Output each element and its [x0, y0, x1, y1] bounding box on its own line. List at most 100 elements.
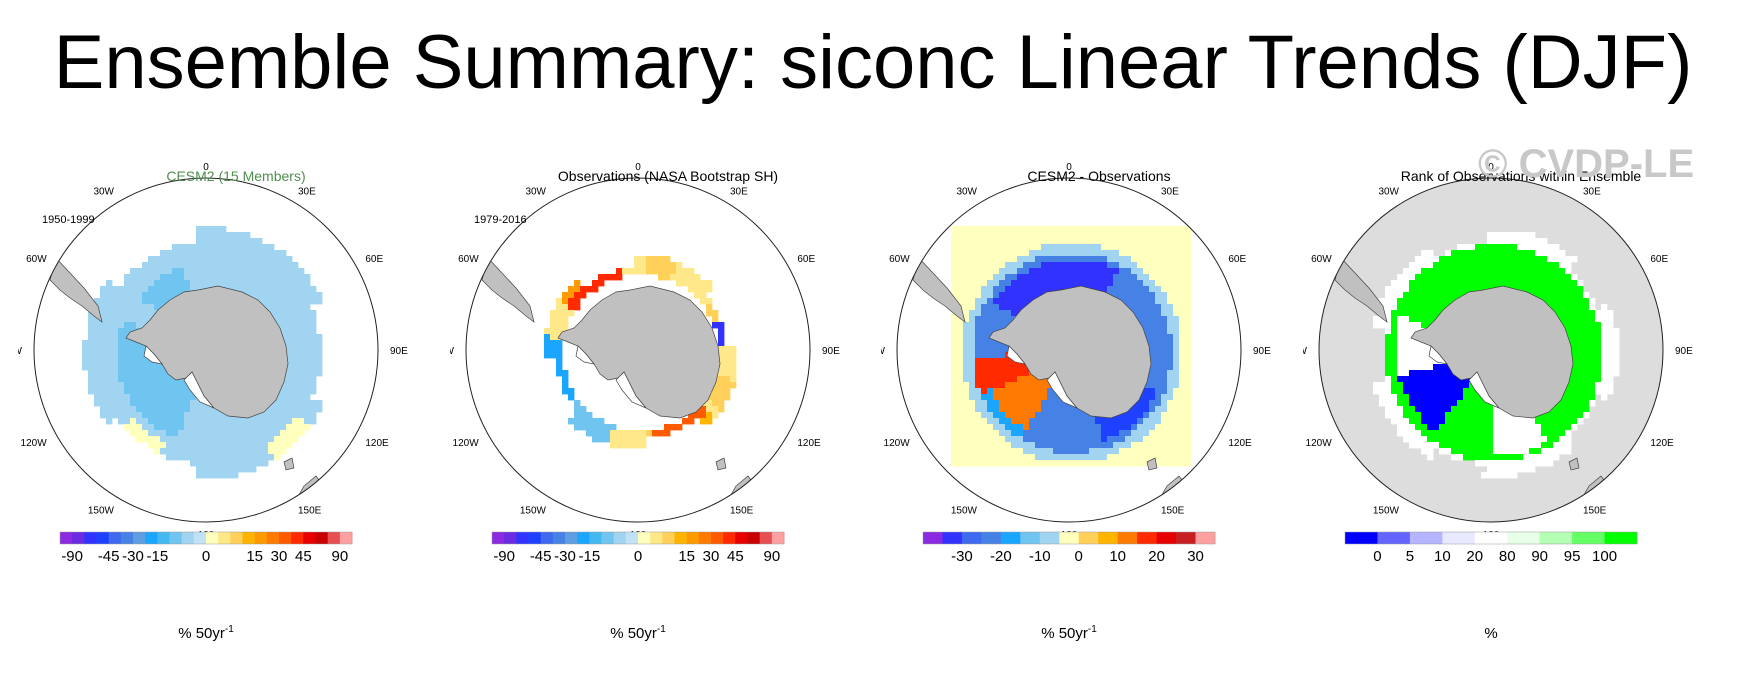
colorbar-swatch	[711, 532, 724, 544]
longitude-label: 0	[1488, 162, 1494, 173]
longitude-label: 60E	[365, 254, 383, 265]
colorbar-tick-label: 90	[763, 548, 780, 565]
colorbar-tick-label: 20	[1466, 548, 1483, 565]
colorbar-tick-label: -45	[530, 548, 552, 565]
colorbar-swatch	[84, 532, 97, 544]
panel-title: Rank of Observations within Ensemble	[1400, 168, 1642, 184]
colorbar-swatch	[242, 532, 256, 544]
period-label: 1979-2016	[474, 214, 527, 226]
colorbar-tick-label: 15	[678, 548, 695, 565]
map-border	[896, 177, 1242, 523]
colorbar-swatch	[1442, 532, 1476, 544]
longitude-label: 60E	[797, 254, 815, 265]
colorbar-swatch	[942, 532, 963, 544]
colorbar: -30 -20 -10 0 10 20 30	[922, 531, 1216, 565]
longitude-label: 60E	[1228, 254, 1246, 265]
longitude-label: 90W	[18, 346, 23, 357]
colorbar-tick-label: -30	[951, 548, 973, 565]
colorbar-swatch	[1176, 532, 1197, 544]
colorbar-tick-label: 0	[1075, 548, 1083, 565]
longitude-label: 30W	[93, 187, 114, 198]
longitude-label: 30W	[1378, 187, 1399, 198]
longitude-label: 90E	[822, 346, 840, 357]
longitude-label: 90W	[881, 346, 886, 357]
longitude-label: 120E	[1228, 438, 1252, 449]
colorbar-swatch	[315, 532, 329, 544]
colorbar-tick-label: 45	[727, 548, 744, 565]
panel-rank: 030E60E90E120E150E180150W120W90W60W30W05…	[1303, 160, 1739, 660]
colorbar-swatch	[723, 532, 736, 544]
colorbar-swatch	[638, 532, 651, 544]
colorbar-swatch	[1409, 532, 1443, 544]
colorbar-swatch	[504, 532, 517, 544]
colorbar-tick-label: -45	[98, 548, 120, 565]
colorbar-tick-label: 15	[246, 548, 263, 565]
colorbar-swatch	[1539, 532, 1573, 544]
colorbar: -90 -45 -30 -15 0 15 30 45 90	[491, 531, 785, 565]
colorbar-swatch	[981, 532, 1002, 544]
longitude-label: 30E	[1583, 187, 1601, 198]
colorbar-swatch	[60, 532, 73, 544]
colorbar-swatch	[193, 532, 207, 544]
colorbar-swatch	[157, 532, 170, 544]
colorbar-tick-label: 90	[1531, 548, 1548, 565]
map-border	[1318, 177, 1664, 523]
colorbar-swatch	[650, 532, 663, 544]
colorbar-swatch	[108, 532, 122, 544]
longitude-label: 30E	[298, 187, 316, 198]
panel-title: CESM2 - Observations	[1027, 168, 1171, 184]
longitude-label: 60W	[889, 254, 910, 265]
colorbar-swatch	[1117, 532, 1138, 544]
colorbar-tick-label: 0	[1373, 548, 1381, 565]
colorbar-swatch	[528, 532, 542, 544]
south-america-landmass	[481, 257, 535, 323]
colorbar-swatch	[1078, 532, 1099, 544]
longitude-label: 120W	[884, 438, 911, 449]
panel-difference: 030E60E90E120E150E180150W120W90W60W30W-3…	[881, 160, 1317, 660]
longitude-label: 150E	[1161, 505, 1185, 516]
colorbar-swatch	[1507, 532, 1541, 544]
colorbar-unit-label: % 50yr-1	[1041, 624, 1097, 642]
colorbar-tick-label: 10	[1434, 548, 1451, 565]
colorbar-tick-label: -30	[122, 548, 144, 565]
colorbar-tick-label: -90	[61, 548, 83, 565]
colorbar-swatch	[516, 532, 529, 544]
colorbar-swatch	[291, 532, 304, 544]
longitude-label: 90W	[1303, 346, 1308, 357]
south-america-landmass	[912, 257, 966, 323]
colorbar-swatch	[1098, 532, 1119, 544]
colorbar-swatch	[1345, 532, 1378, 544]
colorbar-tick-label: 95	[1564, 548, 1581, 565]
longitude-label: 150E	[298, 505, 322, 516]
longitude-label: 0	[203, 162, 209, 173]
colorbar-tick-label: 100	[1592, 548, 1617, 565]
colorbar-tick-label: 30	[703, 548, 720, 565]
colorbar-swatch	[339, 532, 353, 544]
colorbar-tick-label: 20	[1148, 548, 1165, 565]
south-america-landmass	[49, 257, 103, 323]
colorbar-unit-label: % 50yr-1	[178, 624, 234, 642]
longitude-label: 90E	[1253, 346, 1271, 357]
colorbar-swatch	[1474, 532, 1508, 544]
colorbar-swatch	[327, 532, 341, 544]
colorbar-swatch	[1195, 532, 1216, 544]
panel-cesm2: 030E60E90E120E150E180150W120W90W60W30W-9…	[18, 160, 454, 660]
map-border	[465, 177, 811, 523]
colorbar-tick-label: 80	[1499, 548, 1516, 565]
colorbar-swatch	[303, 532, 316, 544]
longitude-label: 120W	[1306, 438, 1333, 449]
colorbar-swatch	[254, 532, 268, 544]
colorbar-tick-label: -90	[493, 548, 515, 565]
colorbar-swatch	[96, 532, 110, 544]
longitude-label: 150W	[1373, 505, 1400, 516]
colorbar-swatch	[1137, 532, 1158, 544]
colorbar-tick-label: -15	[578, 548, 600, 565]
colorbar-swatch	[625, 532, 639, 544]
colorbar-tick-label: 30	[271, 548, 288, 565]
colorbar-unit-label: %	[1484, 625, 1498, 642]
colorbar-swatch	[1000, 532, 1021, 544]
longitude-label: 60E	[1650, 254, 1668, 265]
colorbar-tick-label: 0	[202, 548, 210, 565]
longitude-label: 150W	[88, 505, 115, 516]
colorbar-swatch	[577, 532, 590, 544]
